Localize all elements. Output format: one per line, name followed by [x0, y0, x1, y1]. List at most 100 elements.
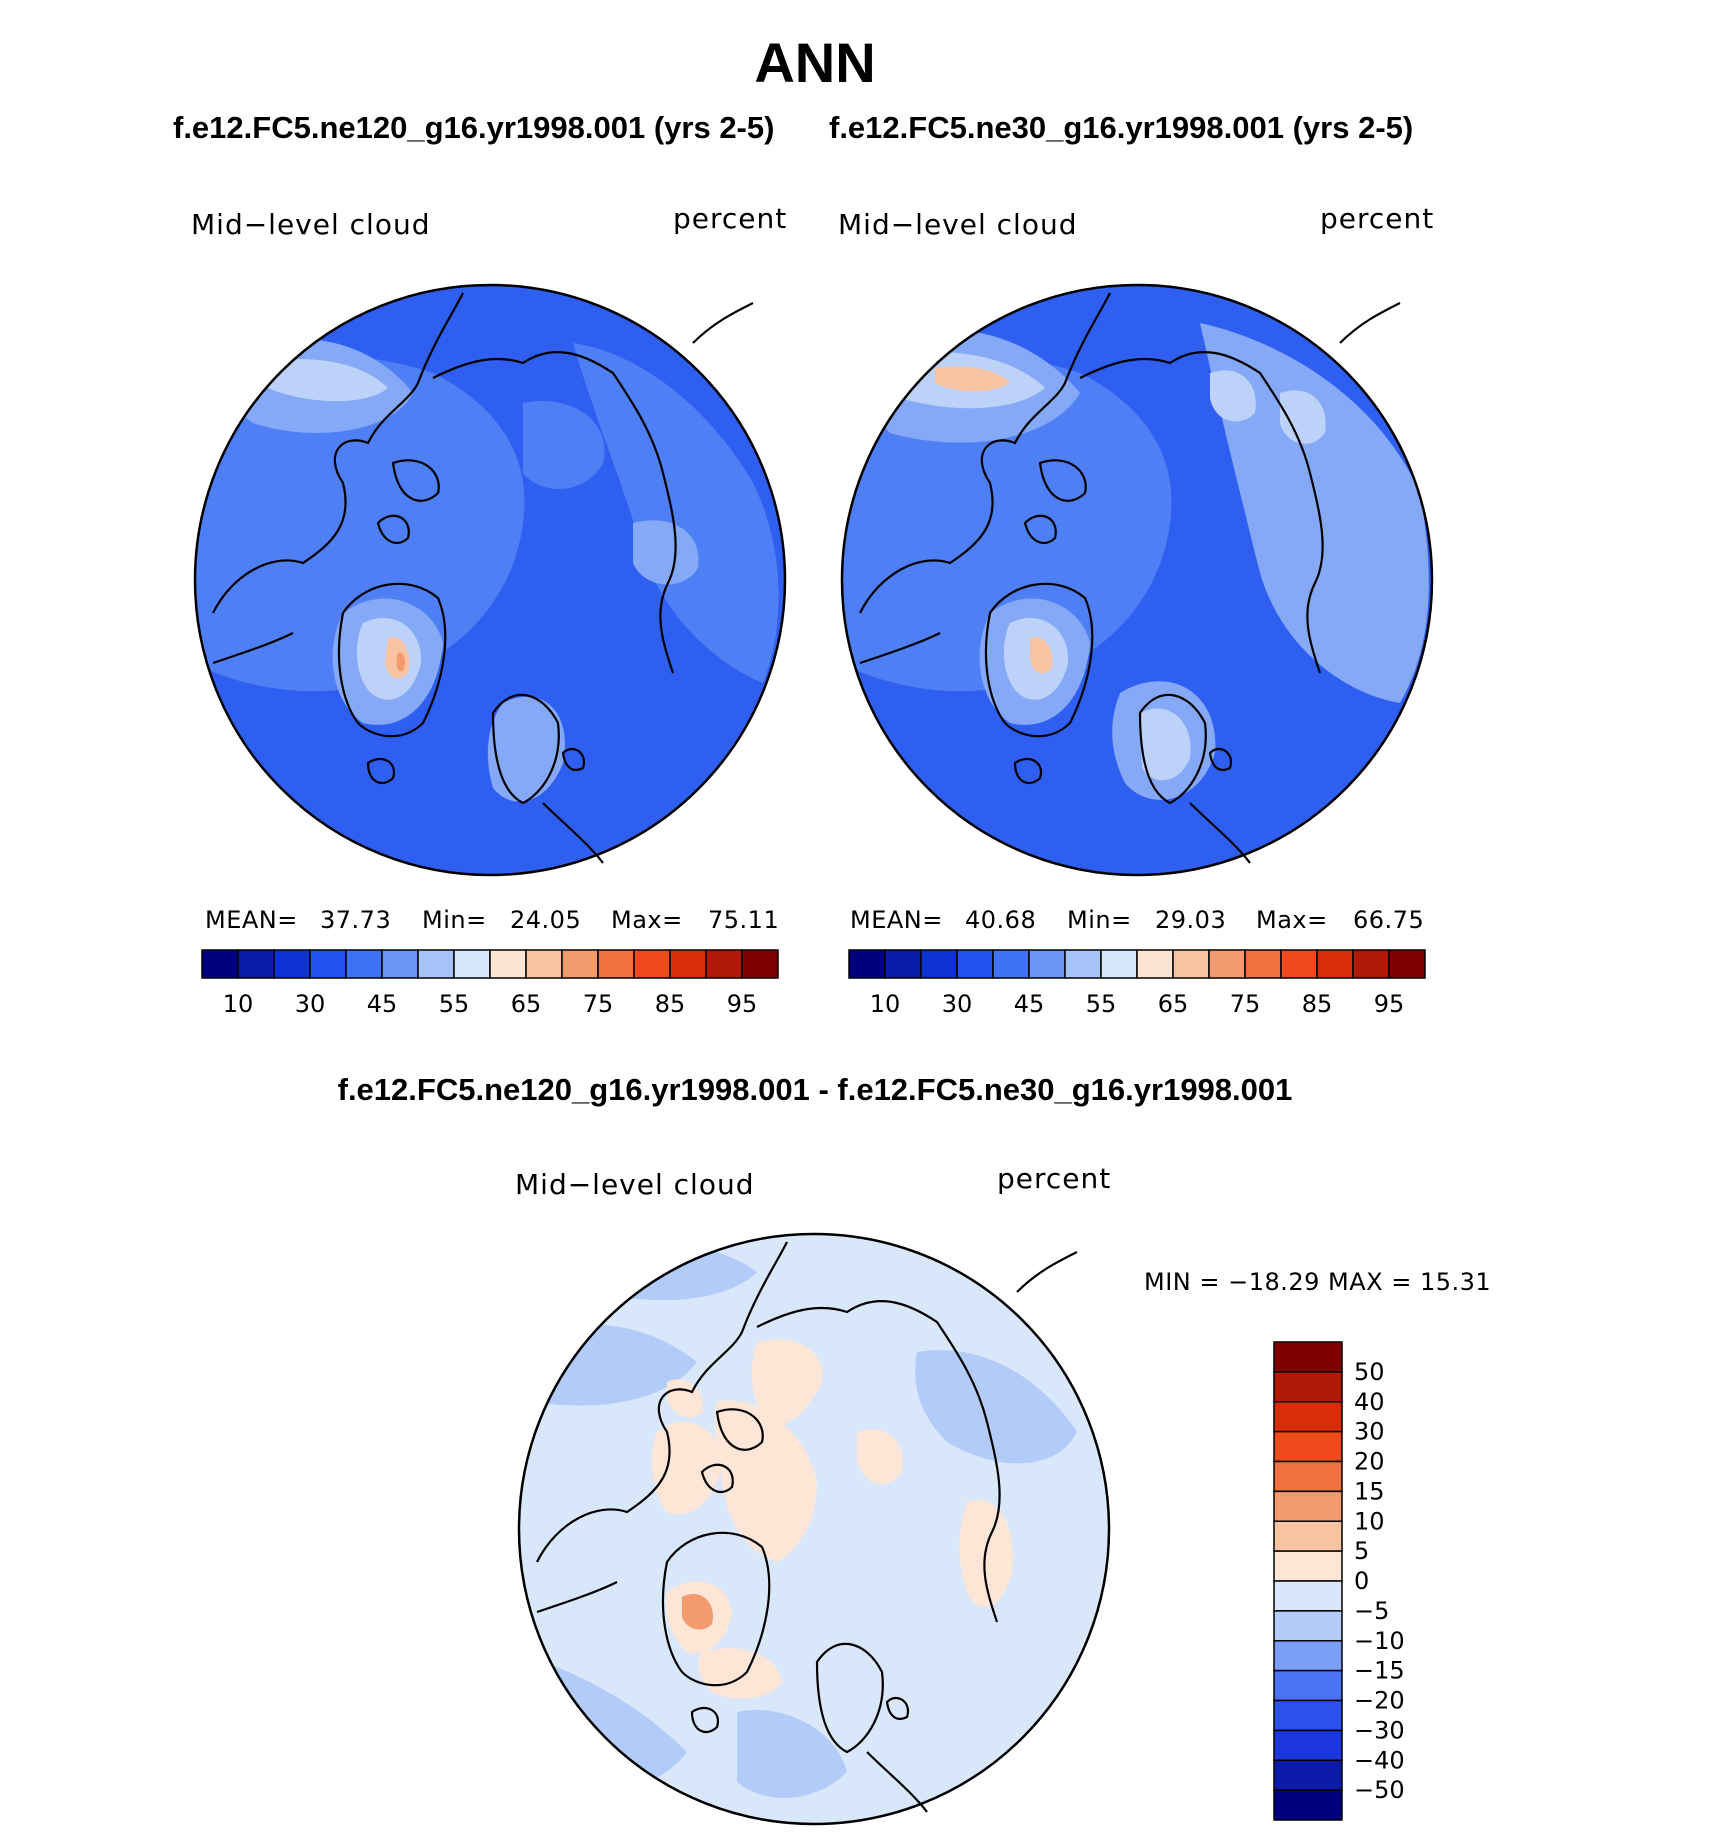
diff-minmax-text: MIN = −18.29 MAX = 15.31	[1144, 1268, 1492, 1296]
diff-colorbar-tick-label: 0	[1354, 1567, 1369, 1595]
diff-colorbar-cell	[1273, 1699, 1343, 1732]
diff-polar-map	[517, 1232, 1111, 1826]
diff-cloud-field	[519, 1234, 1109, 1824]
panel-2-min-value: 29.03	[1155, 906, 1227, 934]
panel-2-max-label: Max=	[1256, 906, 1328, 934]
diff-panel-title: f.e12.FC5.ne120_g16.yr1998.001 - f.e12.F…	[337, 1072, 1293, 1107]
panel-1-min-value: 24.05	[510, 906, 582, 934]
diff-colorbar-cell	[1273, 1610, 1343, 1642]
colorbar-tick-label: 85	[1302, 990, 1333, 1018]
colorbar-tick-label: 65	[1158, 990, 1189, 1018]
colorbar-tick-label: 55	[439, 990, 470, 1018]
colorbar-cell	[1136, 949, 1174, 979]
colorbar-cell	[489, 949, 527, 979]
colorbar-tick-label: 75	[583, 990, 614, 1018]
diff-colorbar-cell	[1273, 1669, 1343, 1702]
panel-1-colorbar: 10 30 45 55 65 75 85 95	[201, 949, 779, 1018]
colorbar-cell	[705, 949, 743, 979]
panel-1-colorbar-cells	[201, 949, 779, 979]
panel-2-coastlines	[859, 292, 1401, 864]
diff-colorbar-tick-label: 10	[1354, 1507, 1385, 1535]
colorbar-tick-label: 55	[1086, 990, 1117, 1018]
panel-1-mean-value: 37.73	[320, 906, 392, 934]
diff-colorbar-tick-label: −40	[1354, 1746, 1405, 1774]
diff-colorbar-tick-label: 40	[1354, 1388, 1385, 1416]
colorbar-cell	[992, 949, 1030, 979]
panel-1-map-border	[193, 283, 787, 877]
panel-2-colorbar-cells	[848, 949, 1426, 979]
colorbar-cell	[381, 949, 419, 979]
colorbar-cell	[1028, 949, 1066, 979]
colorbar-cell	[417, 949, 455, 979]
diff-coastlines	[536, 1241, 1078, 1813]
colorbar-cell	[1208, 949, 1246, 979]
colorbar-cell	[345, 949, 383, 979]
panel-1-variable-label: Mid−level cloud	[191, 208, 431, 241]
panel-2-variable-label: Mid−level cloud	[838, 208, 1078, 241]
colorbar-cell	[1100, 949, 1138, 979]
colorbar-cell	[237, 949, 275, 979]
colorbar-cell	[1352, 949, 1390, 979]
panel-2-mean-value: 40.68	[965, 906, 1037, 934]
panel-1-max-value: 75.11	[708, 906, 780, 934]
colorbar-cell	[1316, 949, 1354, 979]
panel-1-max-label: Max=	[611, 906, 683, 934]
diff-colorbar-cell	[1273, 1490, 1343, 1522]
diff-colorbar-cell	[1273, 1371, 1343, 1403]
diff-colorbar-cell	[1273, 1789, 1343, 1821]
diff-colorbar-cell	[1273, 1401, 1343, 1433]
colorbar-tick-label: 45	[1014, 990, 1045, 1018]
diff-colorbar-tick-label: −30	[1354, 1716, 1405, 1744]
diff-colorbar-tick-label: −15	[1354, 1657, 1405, 1685]
diff-colorbar-tick-label: 20	[1354, 1448, 1385, 1476]
diff-colorbar-tick-label: −5	[1354, 1597, 1389, 1625]
panel-1-case-title: f.e12.FC5.ne120_g16.yr1998.001 (yrs 2-5)	[173, 110, 775, 145]
panel-1-units-label: percent	[673, 202, 788, 235]
diff-colorbar-cell	[1273, 1341, 1343, 1373]
page-title: ANN	[754, 31, 876, 94]
colorbar-cell	[884, 949, 922, 979]
diff-colorbar-cell	[1273, 1520, 1343, 1552]
diff-colorbar-cell	[1273, 1460, 1343, 1493]
diff-colorbar-tick-label: 5	[1354, 1537, 1369, 1565]
diff-colorbar-cell	[1273, 1550, 1343, 1582]
diff-colorbar-tick-label: 30	[1354, 1418, 1385, 1446]
diff-colorbar-cell	[1273, 1640, 1343, 1672]
colorbar-cell	[201, 949, 239, 979]
diff-colorbar-tick-label: 15	[1354, 1477, 1385, 1505]
panel-1-colorbar-labels: 10 30 45 55 65 75 85 95	[223, 990, 758, 1018]
panel-1-polar-map	[193, 283, 787, 877]
colorbar-tick-label: 45	[367, 990, 398, 1018]
diff-colorbar-tick-label: 50	[1354, 1358, 1385, 1386]
colorbar-tick-label: 10	[870, 990, 901, 1018]
colorbar-cell	[848, 949, 886, 979]
colorbar-tick-label: 85	[655, 990, 686, 1018]
colorbar-cell	[956, 949, 994, 979]
diff-colorbar-cell	[1273, 1729, 1343, 1761]
colorbar-cell	[1172, 949, 1210, 979]
colorbar-cell	[669, 949, 707, 979]
panel-2-polar-map	[840, 283, 1434, 877]
panel-2-case-title: f.e12.FC5.ne30_g16.yr1998.001 (yrs 2-5)	[829, 110, 1414, 145]
colorbar-cell	[273, 949, 311, 979]
colorbar-cell	[561, 949, 599, 979]
colorbar-cell	[1388, 949, 1426, 979]
panel-2-map-border	[840, 283, 1434, 877]
panel-1-coastlines	[212, 292, 754, 864]
panel-2-colorbar-labels: 10 30 45 55 65 75 85 95	[870, 990, 1405, 1018]
colorbar-tick-label: 65	[511, 990, 542, 1018]
colorbar-cell	[920, 949, 958, 979]
panel-2-min-label: Min=	[1067, 906, 1132, 934]
diff-colorbar-cell	[1273, 1580, 1343, 1612]
diff-colorbar-tick-label: −50	[1354, 1776, 1405, 1804]
colorbar-tick-label: 30	[942, 990, 973, 1018]
colorbar-cell	[453, 949, 491, 979]
colorbar-cell	[1064, 949, 1102, 979]
panel-2-units-label: percent	[1320, 202, 1435, 235]
diff-colorbar-tick-label: −20	[1354, 1687, 1405, 1715]
colorbar-cell	[1280, 949, 1318, 979]
diff-colorbar-cell	[1273, 1430, 1343, 1463]
colorbar-cell	[597, 949, 635, 979]
panel-1-mean-label: MEAN=	[205, 906, 298, 934]
